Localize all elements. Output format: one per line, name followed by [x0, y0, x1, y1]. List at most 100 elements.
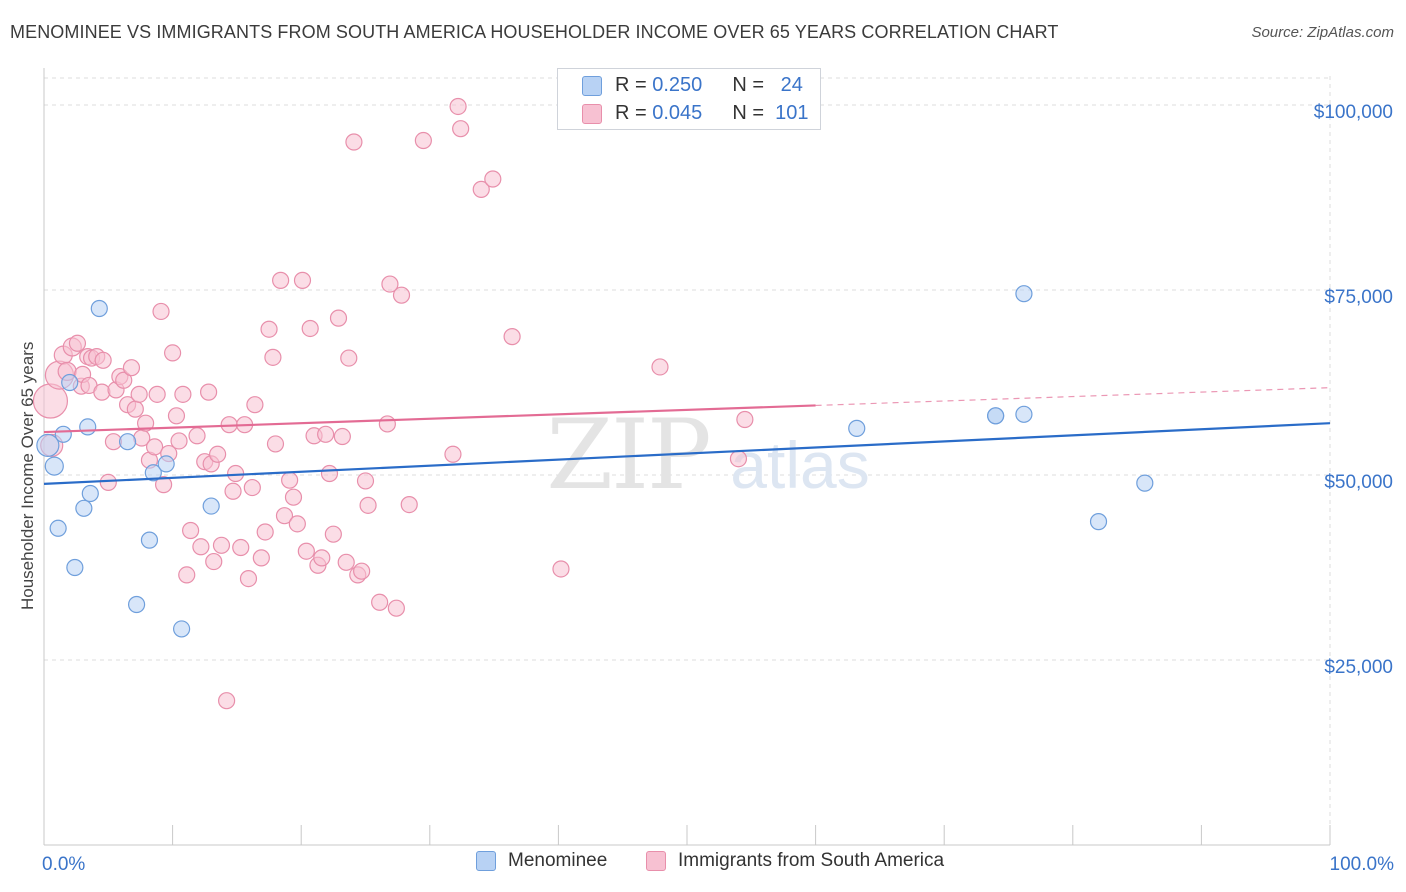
menominee-point: [127, 595, 146, 614]
menominee-point: [140, 531, 159, 549]
immigrant-point: [472, 180, 490, 198]
bottom-legend: Menominee Immigrants from South America: [0, 850, 1406, 878]
legend-row-immigrants: R = 0.045 N = 101: [582, 102, 809, 125]
menominee-point: [49, 519, 67, 537]
chart-title: MENOMINEE VS IMMIGRANTS FROM SOUTH AMERI…: [10, 22, 1059, 42]
x-tick-label: 0.0%: [42, 854, 85, 875]
immigrant-point: [212, 536, 231, 554]
trend-lines: [43, 387, 1331, 485]
immigrant-point: [371, 593, 389, 611]
immigrant-point: [145, 438, 164, 456]
immigrant-point: [301, 319, 319, 338]
immigrant-point: [353, 562, 371, 580]
immigrant-point: [333, 427, 351, 446]
immigrant-point: [264, 348, 282, 366]
immigrant-point: [284, 488, 303, 506]
immigrant-point: [392, 286, 411, 304]
immigrant-point: [317, 425, 335, 443]
immigrant-point: [414, 131, 432, 150]
y-tick-label: $75,000: [1324, 287, 1393, 308]
immigrant-point: [275, 507, 294, 525]
immigrant-point: [329, 309, 348, 327]
immigrant-point: [178, 566, 196, 584]
immigrant-point: [218, 692, 236, 710]
immigrant-point: [444, 445, 462, 463]
menominee-point: [144, 464, 162, 482]
menominee-point: [118, 433, 137, 451]
watermark-atlas: atlas: [730, 428, 869, 502]
menominee-point: [90, 299, 108, 318]
immigrant-point: [400, 496, 418, 514]
menominee-point: [54, 425, 72, 443]
legend-r-label: R =: [615, 74, 647, 96]
watermark: ZIP atlas: [546, 399, 869, 511]
axes: [43, 68, 1331, 846]
immigrant-point: [736, 410, 754, 429]
y-tick-label: $50,000: [1324, 472, 1393, 493]
y-axis-label: Householder Income Over 65 years: [18, 341, 37, 610]
immigrant-point: [205, 552, 223, 571]
immigrant-point: [68, 334, 87, 352]
immigrant-point: [297, 542, 315, 560]
immigrant-point: [340, 349, 358, 367]
menominee-point: [1136, 474, 1154, 492]
immigrant-point: [252, 549, 270, 567]
immigrant-point: [152, 302, 170, 321]
trend-line-immigrants: [43, 404, 816, 434]
y-tick-label: $100,000: [1314, 102, 1393, 123]
menominee-point: [61, 373, 79, 392]
immigrant-point: [232, 538, 250, 557]
immigrant-point: [93, 383, 111, 401]
immigrant-point: [170, 432, 188, 450]
legend-r-value: 0.045: [652, 102, 703, 124]
immigrant-point: [552, 560, 570, 578]
immigrant-point: [154, 476, 173, 494]
menominee-point: [1089, 513, 1108, 531]
correlation-legend: R = 0.250 N = 24 R = 0.045 N = 101: [557, 68, 821, 130]
immigrant-point: [293, 271, 312, 289]
immigrant-point: [200, 383, 218, 401]
immigrant-point: [381, 275, 399, 293]
immigrant-point: [729, 450, 748, 468]
immigrant-point: [387, 599, 405, 617]
bottom-legend-label: Immigrants from South America: [678, 850, 945, 871]
menominee-point: [36, 433, 60, 457]
bottom-legend-menominee: Menominee: [476, 850, 607, 872]
immigrant-point: [224, 482, 242, 500]
immigrant-point: [94, 351, 112, 369]
immigrant-point: [449, 97, 467, 116]
menominee-point: [66, 558, 84, 577]
menominee-point: [81, 484, 99, 503]
legend-r-value: 0.250: [652, 74, 703, 96]
immigrant-point: [356, 472, 375, 490]
immigrant-point: [452, 120, 470, 138]
immigrant-point: [337, 553, 355, 571]
legend-swatch-immigrants: [582, 103, 602, 124]
immigrant-point: [188, 427, 206, 445]
legend-r-label: R =: [615, 102, 647, 124]
bottom-legend-swatch-immigrants: [646, 851, 666, 871]
tick-labels: $25,000 $50,000 $75,000 $100,000 0.0% 100.0%: [42, 102, 1394, 875]
immigrant-point: [164, 344, 182, 362]
y-tick-label: $25,000: [1324, 657, 1393, 678]
immigrant-point: [130, 385, 148, 403]
immigrant-point: [359, 496, 377, 514]
trend-line-immigrants-extension: [815, 387, 1331, 407]
immigrant-point: [266, 435, 285, 453]
immigrant-point: [126, 400, 144, 418]
immigrant-point: [192, 538, 210, 556]
menominee-point: [79, 418, 97, 436]
bottom-legend-label: Menominee: [508, 850, 608, 871]
legend-n-label: N =: [732, 102, 764, 124]
immigrant-point: [272, 271, 290, 289]
immigrant-point: [320, 464, 339, 483]
menominee-point: [848, 419, 866, 437]
immigrant-point: [378, 415, 396, 433]
menominee-point: [1015, 285, 1033, 303]
bottom-legend-swatch-menominee: [476, 851, 496, 871]
immigrant-point: [174, 385, 192, 403]
immigrant-point: [182, 521, 200, 540]
trend-line-menominee: [43, 422, 1331, 485]
immigrant-point: [246, 396, 264, 414]
immigrant-point: [281, 471, 299, 489]
